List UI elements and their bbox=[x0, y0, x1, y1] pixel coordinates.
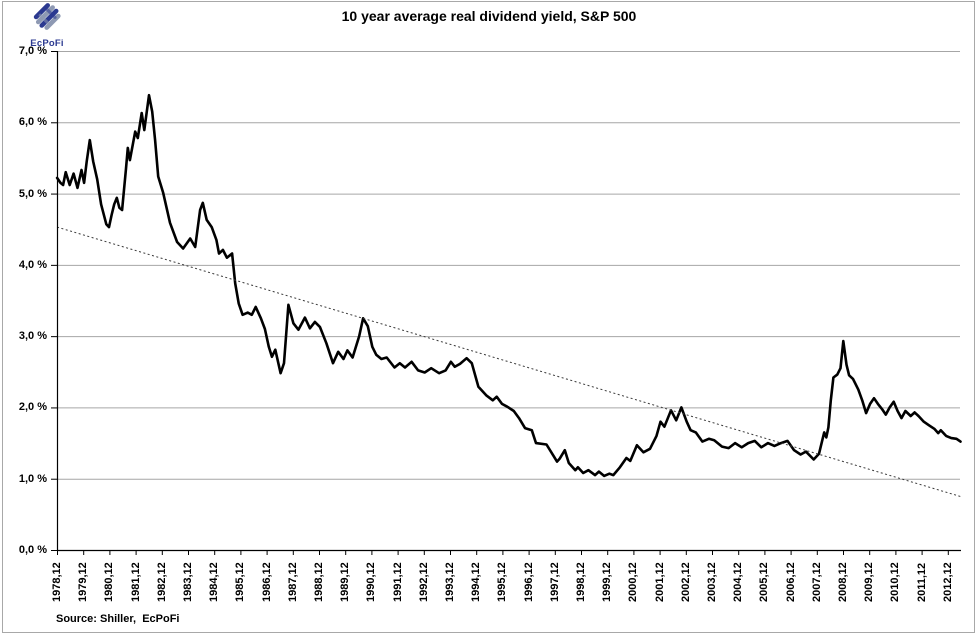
x-axis-tick-label: 2011,12 bbox=[915, 562, 928, 602]
x-axis-tick-label: 1984,12 bbox=[208, 562, 221, 602]
ecpofi-logo-icon bbox=[29, 3, 65, 39]
source-note: Source: Shiller, EcPoFi bbox=[56, 613, 180, 625]
data-series-line bbox=[55, 93, 962, 478]
x-axis-tick-label: 2006,12 bbox=[784, 562, 797, 602]
x-axis-tick-label: 1994,12 bbox=[470, 562, 483, 602]
y-axis-tick-label: 6,0 % bbox=[18, 116, 47, 129]
x-axis-tick-label: 2001,12 bbox=[653, 562, 666, 602]
x-axis-tick-label: 1980,12 bbox=[103, 562, 116, 602]
y-axis-tick-label: 2,0 % bbox=[18, 401, 47, 414]
x-axis-tick-label: 1985,12 bbox=[234, 562, 247, 602]
x-axis-tick-label: 1988,12 bbox=[313, 562, 325, 602]
x-axis-tick-label: 2007,12 bbox=[810, 562, 823, 602]
logo-text: EcPoFi bbox=[30, 38, 64, 49]
x-axis-tick-label: 1986,12 bbox=[260, 562, 273, 602]
x-axis-tick-label: 2005,12 bbox=[758, 562, 771, 602]
x-axis-tick-label: 2009,12 bbox=[863, 562, 876, 602]
x-axis-tick-label: 1995,12 bbox=[496, 562, 509, 602]
x-axis-tick-label: 2008,12 bbox=[837, 562, 849, 602]
trend-line bbox=[56, 226, 961, 497]
x-axis-tick-label: 1990,12 bbox=[365, 562, 378, 602]
x-axis-tick-label: 1983,12 bbox=[182, 562, 194, 602]
x-axis-tick-label: 1991,12 bbox=[391, 562, 404, 602]
x-axis-tick-label: 2004,12 bbox=[732, 562, 745, 602]
x-axis-tick-label: 1979,12 bbox=[77, 562, 90, 602]
x-axis-tick-label: 1982,12 bbox=[155, 562, 168, 602]
x-axis-tick-label: 1999,12 bbox=[601, 562, 614, 602]
chart-title: 10 year average real dividend yield, S&P… bbox=[341, 8, 637, 24]
logo: EcPoFi bbox=[20, 3, 74, 49]
x-axis-tick-label: 2002,12 bbox=[679, 562, 692, 602]
y-axis-tick-label: 7,0 % bbox=[18, 45, 47, 57]
y-axis-tick-label: 5,0 % bbox=[18, 187, 47, 200]
x-axis-tick-label: 1992,12 bbox=[417, 562, 430, 602]
x-axis-tick-label: 2010,12 bbox=[889, 562, 902, 602]
x-axis-tick-label: 1996,12 bbox=[522, 562, 535, 602]
x-axis-tick-label: 1993,12 bbox=[444, 562, 456, 602]
x-axis-tick-label: 1998,12 bbox=[575, 562, 587, 602]
x-axis-tick-label: 1989,12 bbox=[339, 562, 352, 602]
x-axis-tick-label: 1997,12 bbox=[548, 562, 561, 602]
y-axis-tick-label: 3,0 % bbox=[18, 330, 47, 343]
x-axis-tick-label: 2012,12 bbox=[941, 562, 954, 602]
x-axis-tick-label: 1981,12 bbox=[129, 562, 142, 602]
x-axis-tick-label: 2003,12 bbox=[706, 562, 718, 602]
y-axis-tick-label: 4,0 % bbox=[18, 258, 47, 271]
x-axis-tick-label: 1978,12 bbox=[51, 562, 63, 602]
y-axis-tick-label: 0,0 % bbox=[18, 544, 47, 556]
x-axis-tick-label: 1987,12 bbox=[286, 562, 299, 602]
x-axis-tick-label: 2000,12 bbox=[627, 562, 640, 602]
y-axis-tick-label: 1,0 % bbox=[18, 472, 47, 485]
